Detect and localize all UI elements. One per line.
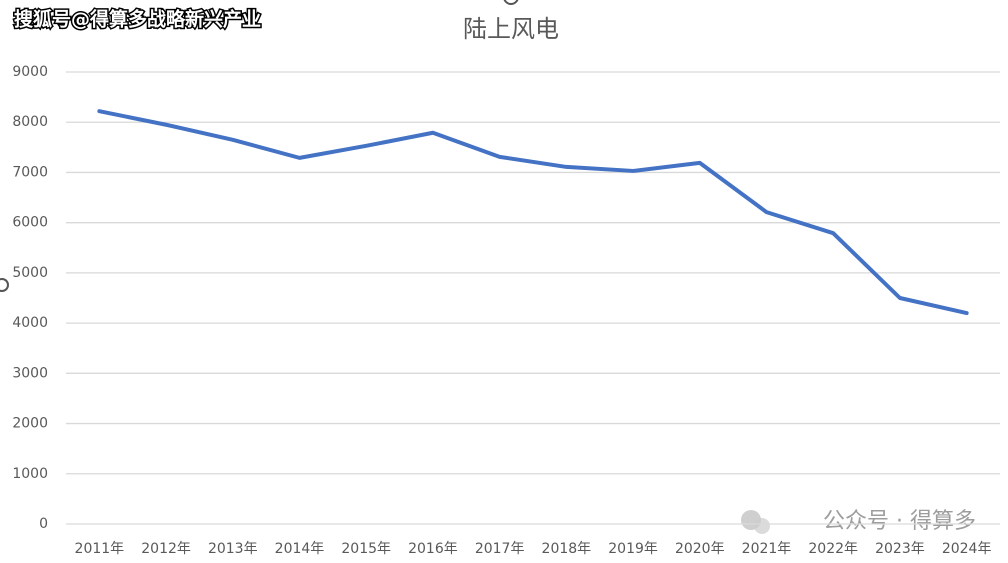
x-tick-label: 2021年 — [742, 541, 792, 557]
y-tick-label: 5000 — [12, 265, 48, 281]
x-tick-label: 2013年 — [208, 541, 258, 557]
x-tick-label: 2014年 — [275, 541, 325, 557]
y-tick-label: 4000 — [12, 315, 48, 331]
x-tick-label: 2011年 — [75, 541, 125, 557]
x-tick-label: 2023年 — [875, 541, 925, 557]
y-tick-label: 7000 — [12, 164, 48, 180]
x-tick-label: 2017年 — [475, 541, 525, 557]
watermark-icon — [754, 518, 770, 534]
watermark: 搜狐号@得算多战略新兴产业 — [14, 8, 261, 31]
y-tick-label: 1000 — [12, 466, 48, 482]
line-series — [97, 109, 969, 316]
y-tick-label: 8000 — [12, 114, 48, 130]
x-tick-label: 2020年 — [675, 541, 725, 557]
y-tick-label: 2000 — [12, 416, 48, 432]
x-tick-label: 2019年 — [608, 541, 658, 557]
watermark: 公众号 · 得算多 — [823, 509, 976, 534]
selection-handle — [503, 0, 519, 5]
selection-handle — [0, 278, 9, 292]
y-tick-label: 6000 — [12, 215, 48, 231]
chart-title: 陆上风电 — [463, 15, 559, 43]
x-tick-label: 2024年 — [942, 541, 992, 557]
x-tick-label: 2015年 — [341, 541, 391, 557]
x-tick-label: 2016年 — [408, 541, 458, 557]
x-tick-label: 2018年 — [542, 541, 592, 557]
x-tick-label: 2022年 — [808, 541, 858, 557]
y-tick-label: 3000 — [12, 365, 48, 381]
y-tick-label: 0 — [39, 516, 48, 532]
x-tick-label: 2012年 — [141, 541, 191, 557]
y-tick-label: 9000 — [12, 64, 48, 80]
